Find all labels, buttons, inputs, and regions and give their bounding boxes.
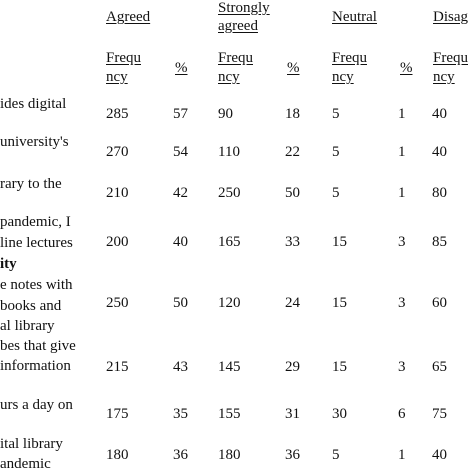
cell-r4-strongly-freq: 165	[218, 234, 241, 250]
subhead-frequency-disagreed-1: Frequ	[433, 50, 468, 66]
row-label-1: ides digital	[0, 96, 67, 112]
cell-r3-strongly-pct: 50	[285, 185, 300, 201]
cell-r7-agreed-pct: 35	[173, 406, 188, 422]
cell-r6-neutral-pct: 3	[398, 359, 406, 375]
col-title-agreed: Agreed	[106, 9, 151, 25]
cell-r2-neutral-freq: 5	[332, 144, 340, 160]
subhead-frequency-agreed-2: ncy	[106, 69, 128, 85]
col-title-neutral: Neutral	[332, 9, 377, 25]
row-label-6-line1: bes that give	[0, 338, 76, 354]
cell-r5-neutral-pct: 3	[398, 295, 406, 311]
row-label-8-line2: andemic	[0, 456, 51, 472]
cell-r5-agreed-pct: 50	[173, 295, 188, 311]
row-label-4-line2: line lectures	[0, 235, 73, 251]
cell-r8-disagreed-freq: 40	[432, 447, 447, 463]
cell-r8-neutral-freq: 5	[332, 447, 340, 463]
cell-r4-neutral-freq: 15	[332, 234, 347, 250]
col-title-strongly-agreed-line2: agreed	[218, 18, 258, 34]
row-label-5-line3: al library	[0, 318, 55, 334]
subhead-frequency-neutral-2: ncy	[332, 69, 354, 85]
cell-r8-agreed-freq: 180	[106, 447, 129, 463]
cell-r6-neutral-freq: 15	[332, 359, 347, 375]
cell-r5-neutral-freq: 15	[332, 295, 347, 311]
cell-r5-agreed-freq: 250	[106, 295, 129, 311]
cell-r3-agreed-pct: 42	[173, 185, 188, 201]
cell-r1-agreed-pct: 57	[173, 106, 188, 122]
cell-r8-strongly-freq: 180	[218, 447, 241, 463]
subhead-frequency-disagreed-2: ncy	[433, 69, 455, 85]
row-label-3: rary to the	[0, 176, 62, 192]
subhead-percent-strongly: %	[287, 60, 300, 76]
cell-r1-disagreed-freq: 40	[432, 106, 447, 122]
cell-r6-disagreed-freq: 65	[432, 359, 447, 375]
cell-r4-disagreed-freq: 85	[432, 234, 447, 250]
subhead-frequency-strongly-1: Frequ	[218, 50, 253, 66]
cell-r8-neutral-pct: 1	[398, 447, 406, 463]
subhead-frequency-agreed-1: Frequ	[106, 50, 141, 66]
cell-r3-disagreed-freq: 80	[432, 185, 447, 201]
subhead-percent-agreed: %	[175, 60, 188, 76]
row-label-2: university's	[0, 134, 69, 150]
cell-r7-neutral-freq: 30	[332, 406, 347, 422]
cell-r2-strongly-pct: 22	[285, 144, 300, 160]
subhead-percent-neutral: %	[400, 60, 413, 76]
cell-r8-agreed-pct: 36	[173, 447, 188, 463]
row-label-5-line2: books and	[0, 298, 62, 314]
row-label-5-line1: e notes with	[0, 277, 73, 293]
cell-r1-neutral-freq: 5	[332, 106, 340, 122]
row-label-7: urs a day on	[0, 397, 73, 413]
cell-r7-agreed-freq: 175	[106, 406, 129, 422]
cell-r6-agreed-pct: 43	[173, 359, 188, 375]
cell-r3-strongly-freq: 250	[218, 185, 241, 201]
cell-r1-strongly-pct: 18	[285, 106, 300, 122]
cell-r4-agreed-pct: 40	[173, 234, 188, 250]
cell-r8-strongly-pct: 36	[285, 447, 300, 463]
cell-r3-neutral-freq: 5	[332, 185, 340, 201]
row-label-8-line1: ital library	[0, 436, 63, 452]
cell-r2-agreed-pct: 54	[173, 144, 188, 160]
cell-r5-strongly-pct: 24	[285, 295, 300, 311]
cell-r4-neutral-pct: 3	[398, 234, 406, 250]
col-title-strongly-agreed-line1: Strongly	[218, 0, 270, 16]
cell-r5-disagreed-freq: 60	[432, 295, 447, 311]
cell-r1-neutral-pct: 1	[398, 106, 406, 122]
cell-r7-strongly-pct: 31	[285, 406, 300, 422]
row-label-4-line3: ity	[0, 256, 17, 272]
cell-r2-disagreed-freq: 40	[432, 144, 447, 160]
cell-r6-strongly-pct: 29	[285, 359, 300, 375]
cell-r7-disagreed-freq: 75	[432, 406, 447, 422]
cell-r3-neutral-pct: 1	[398, 185, 406, 201]
row-label-4-line1: pandemic, I	[0, 214, 71, 230]
cell-r1-agreed-freq: 285	[106, 106, 129, 122]
cell-r2-neutral-pct: 1	[398, 144, 406, 160]
cell-r1-strongly-freq: 90	[218, 106, 233, 122]
cell-r2-agreed-freq: 270	[106, 144, 129, 160]
cell-r4-strongly-pct: 33	[285, 234, 300, 250]
cell-r2-strongly-freq: 110	[218, 144, 240, 160]
cell-r7-neutral-pct: 6	[398, 406, 406, 422]
row-label-6-line2: information	[0, 358, 71, 374]
cell-r5-strongly-freq: 120	[218, 295, 241, 311]
cell-r4-agreed-freq: 200	[106, 234, 129, 250]
subhead-frequency-neutral-1: Frequ	[332, 50, 367, 66]
cell-r6-agreed-freq: 215	[106, 359, 129, 375]
col-title-disagreed: Disag	[433, 9, 468, 25]
cell-r6-strongly-freq: 145	[218, 359, 241, 375]
subhead-frequency-strongly-2: ncy	[218, 69, 240, 85]
cell-r3-agreed-freq: 210	[106, 185, 129, 201]
cell-r7-strongly-freq: 155	[218, 406, 241, 422]
